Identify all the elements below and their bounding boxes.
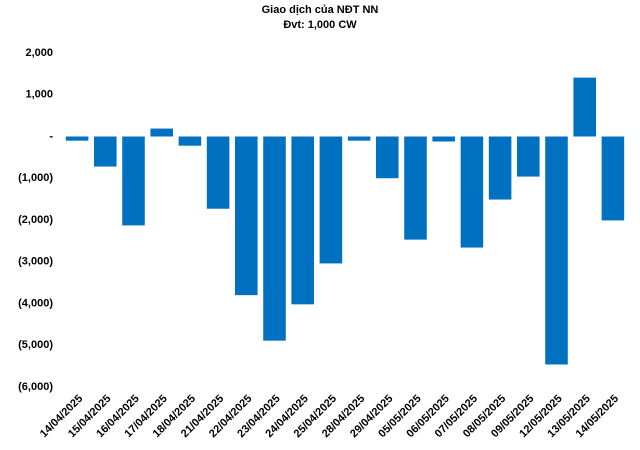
bar <box>206 136 230 209</box>
bar <box>601 136 625 221</box>
bar <box>319 136 343 264</box>
bar <box>235 136 258 296</box>
y-tick-label: (2,000) <box>18 214 53 226</box>
y-tick-label: 2,000 <box>25 47 53 59</box>
chart-subtitle: Đvt: 1,000 CW <box>283 19 357 31</box>
bar <box>178 136 202 146</box>
bar <box>573 77 596 137</box>
y-tick-label: (5,000) <box>18 339 53 351</box>
y-tick-label: (1,000) <box>18 172 53 184</box>
y-tick-label: (4,000) <box>18 297 53 309</box>
bar <box>347 136 371 141</box>
bar <box>488 136 512 200</box>
bar <box>150 128 173 137</box>
bar <box>404 136 427 240</box>
y-tick-label: 1,000 <box>25 89 53 101</box>
bar <box>376 136 399 179</box>
chart-title: Giao dịch của NĐT NN <box>262 4 379 16</box>
bar <box>94 136 117 167</box>
bar <box>545 136 568 365</box>
bar <box>517 136 540 177</box>
bar <box>291 136 314 305</box>
bar <box>460 136 484 248</box>
bar <box>263 136 286 341</box>
y-tick-label: (6,000) <box>18 381 53 393</box>
bar <box>122 136 145 226</box>
bar <box>65 136 89 141</box>
y-tick-label: (3,000) <box>18 256 53 268</box>
y-tick-label: - <box>49 130 53 142</box>
bar <box>432 136 455 142</box>
